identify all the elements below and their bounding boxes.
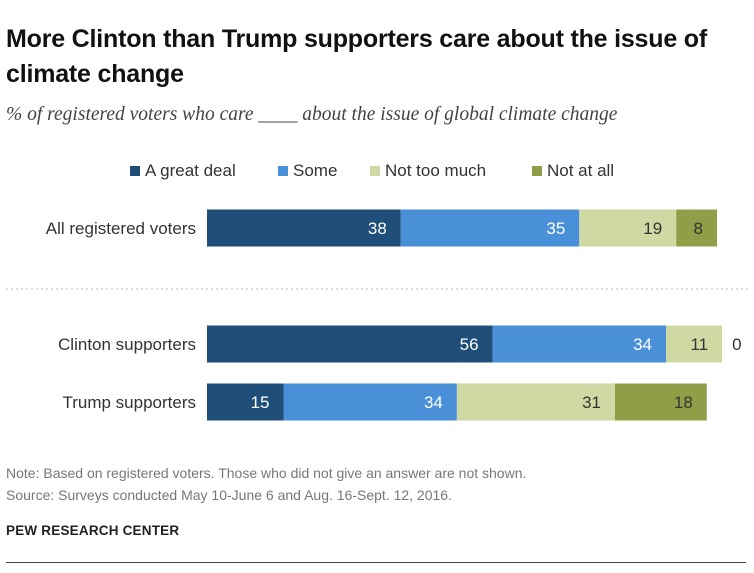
- legend-swatch-not-at-all: [532, 166, 542, 176]
- data-label-trump-supporters-some: 34: [424, 393, 443, 412]
- legend-label-some: Some: [293, 161, 337, 180]
- legend-swatch-not-too-much: [370, 166, 380, 176]
- bar-trump-supporters-some: [283, 383, 457, 421]
- data-label-trump-supporters-not-too-much: 31: [582, 393, 601, 412]
- data-label-all-registered-voters-a-great-deal: 38: [368, 219, 387, 238]
- legend-label-not-too-much: Not too much: [385, 161, 486, 180]
- legend-label-not-at-all: Not at all: [547, 161, 614, 180]
- bar-trump-supporters-not-too-much: [456, 383, 615, 421]
- category-label-trump-supporters: Trump supporters: [62, 393, 196, 412]
- data-label-clinton-supporters-some: 34: [633, 335, 652, 354]
- chart-subtitle: % of registered voters who care ____ abo…: [6, 104, 618, 125]
- data-label-clinton-supporters-a-great-deal: 56: [460, 335, 479, 354]
- legend-label-a-great-deal: A great deal: [145, 161, 236, 180]
- data-label-all-registered-voters-some: 35: [546, 219, 565, 238]
- data-label-clinton-supporters-not-at-all: 0: [732, 335, 741, 354]
- bar-all-registered-voters-not-at-all: [676, 209, 717, 247]
- bar-clinton-supporters-not-too-much: [666, 325, 723, 363]
- data-label-trump-supporters-not-at-all: 18: [674, 393, 693, 412]
- bar-all-registered-voters-some: [400, 209, 580, 247]
- category-label-clinton-supporters: Clinton supporters: [58, 335, 196, 354]
- bottom-rule: [6, 562, 746, 563]
- data-label-all-registered-voters-not-too-much: 19: [643, 219, 662, 238]
- brand-label: PEW RESEARCH CENTER: [6, 523, 180, 538]
- bar-clinton-supporters-some: [492, 325, 666, 363]
- data-label-trump-supporters-a-great-deal: 15: [251, 393, 270, 412]
- bar-trump-supporters-a-great-deal: [207, 383, 284, 421]
- stacked-bar-chart: A great deal Some Not too much Not at all Al…: [6, 161, 748, 421]
- chart-footnotes: Note: Based on registered voters. Those …: [6, 462, 746, 506]
- source-text: Source: Surveys conducted May 10-June 6 …: [6, 487, 452, 503]
- bar-all-registered-voters-a-great-deal: [207, 209, 401, 247]
- bar-clinton-supporters-a-great-deal: [207, 325, 493, 363]
- data-label-all-registered-voters-not-at-all: 8: [694, 219, 703, 238]
- bar-all-registered-voters-not-too-much: [579, 209, 677, 247]
- legend-swatch-some: [278, 166, 288, 176]
- chart-title: More Clinton than Trump supporters care …: [6, 25, 707, 88]
- note-text: Note: Based on registered voters. Those …: [6, 465, 527, 481]
- data-label-clinton-supporters-not-too-much: 11: [690, 335, 708, 354]
- category-label-all-registered-voters: All registered voters: [46, 219, 196, 238]
- legend-swatch-a-great-deal: [130, 166, 140, 176]
- bar-trump-supporters-not-at-all: [615, 383, 707, 421]
